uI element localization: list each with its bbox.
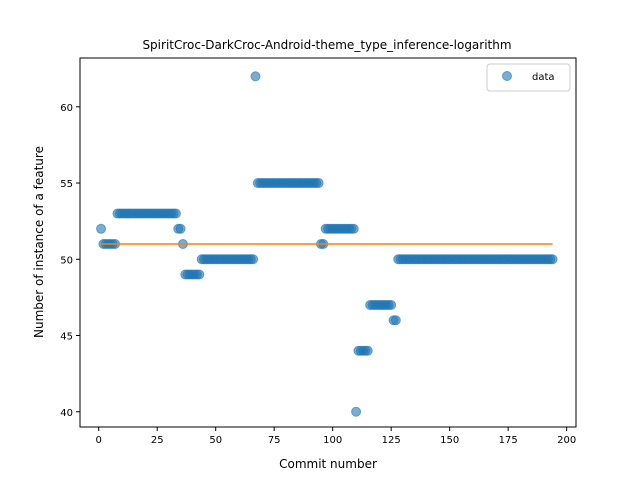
data-point <box>313 178 324 189</box>
legend-marker <box>502 71 512 81</box>
data-point <box>96 223 107 234</box>
x-tick-label: 175 <box>499 435 518 446</box>
data-point <box>348 223 359 234</box>
legend-box <box>486 63 571 92</box>
chart-title: SpiritCroc-DarkCroc-Android-theme_type_i… <box>142 38 511 52</box>
x-tick-label: 125 <box>382 435 401 446</box>
data-point <box>250 71 261 82</box>
x-axis: 0 25 50 75 100 125 150 175 200 <box>96 427 576 446</box>
data-point <box>386 300 397 311</box>
y-tick-label: 45 <box>60 332 73 343</box>
x-tick-label: 200 <box>557 435 576 446</box>
y-axis-label: Number of instance of a feature <box>32 146 46 338</box>
data-point <box>175 223 186 234</box>
y-axis: 40 45 50 55 60 <box>60 103 80 419</box>
data-point <box>170 208 181 219</box>
data-point <box>362 345 373 356</box>
data-point <box>248 254 259 265</box>
x-tick-label: 25 <box>151 435 164 446</box>
x-tick-label: 50 <box>209 435 222 446</box>
x-tick-label: 75 <box>268 435 281 446</box>
y-tick-label: 55 <box>60 179 73 190</box>
y-tick-label: 50 <box>60 255 73 266</box>
legend: data <box>486 63 571 92</box>
data-point <box>351 406 362 417</box>
plot-frame <box>79 57 577 428</box>
plot-area <box>96 71 558 417</box>
x-tick-label: 100 <box>323 435 342 446</box>
x-tick-label: 0 <box>96 435 102 446</box>
data-point <box>390 315 401 326</box>
y-tick-label: 60 <box>60 103 73 114</box>
data-point <box>194 269 205 280</box>
y-tick-label: 40 <box>60 408 73 419</box>
legend-label-data: data <box>532 72 555 83</box>
data-point <box>547 254 558 265</box>
x-axis-label: Commit number <box>279 457 377 471</box>
x-tick-label: 150 <box>440 435 459 446</box>
